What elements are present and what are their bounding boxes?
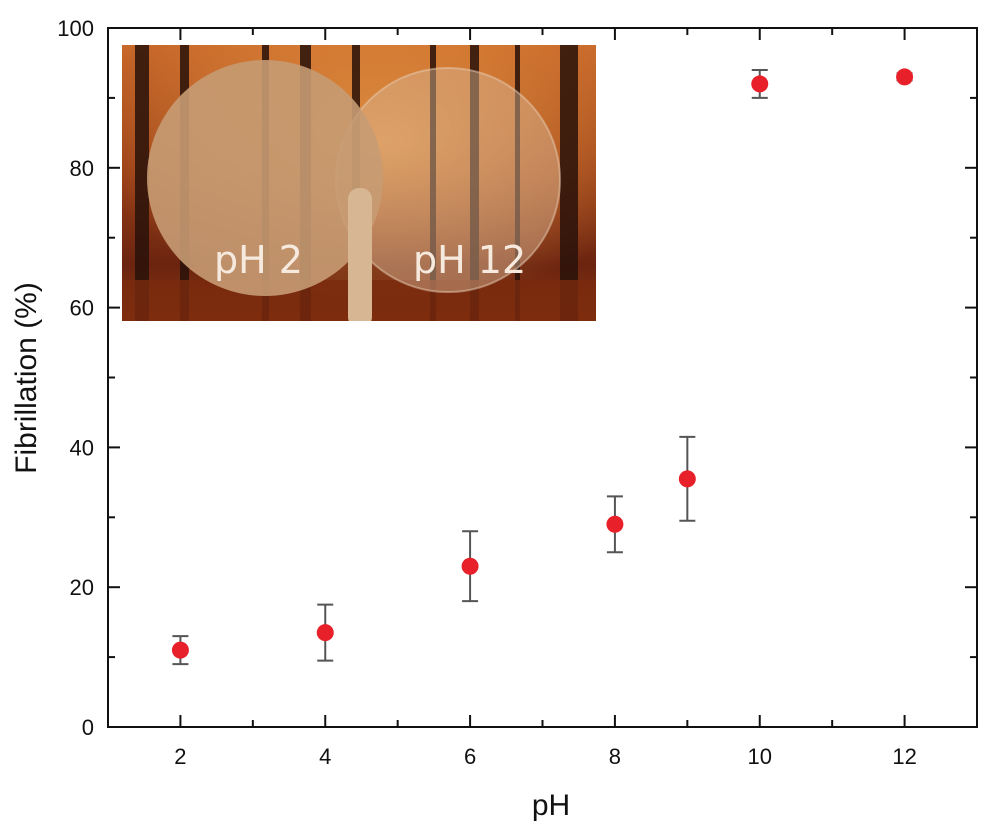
y-tick-label: 0 bbox=[82, 715, 94, 740]
y-tick-label: 20 bbox=[70, 575, 94, 600]
data-point bbox=[606, 515, 624, 533]
y-tick-label: 80 bbox=[70, 156, 94, 181]
inset-tweezer bbox=[348, 188, 372, 321]
data-point bbox=[171, 641, 189, 659]
y-tick-label: 100 bbox=[57, 16, 94, 41]
y-tick-label: 40 bbox=[70, 435, 94, 460]
data-point bbox=[896, 68, 914, 86]
inset-label-ph12: pH 12 bbox=[413, 238, 526, 282]
inset-photo: pH 2 pH 12 bbox=[122, 45, 596, 321]
data-point bbox=[678, 470, 696, 488]
x-tick-label: 2 bbox=[174, 744, 186, 769]
data-point bbox=[316, 624, 334, 642]
x-tick-label: 8 bbox=[609, 744, 621, 769]
x-tick-label: 10 bbox=[748, 744, 772, 769]
inset-label-ph2: pH 2 bbox=[214, 238, 303, 282]
x-axis-title: pH bbox=[532, 789, 570, 822]
inset-film-ph2 bbox=[147, 60, 383, 296]
x-tick-label: 4 bbox=[319, 744, 331, 769]
y-tick-label: 60 bbox=[70, 296, 94, 321]
x-tick-label: 6 bbox=[464, 744, 476, 769]
data-point bbox=[751, 75, 769, 93]
data-point bbox=[461, 557, 479, 575]
y-axis-title: Fibrillation (%) bbox=[10, 282, 43, 474]
x-tick-label: 12 bbox=[892, 744, 916, 769]
